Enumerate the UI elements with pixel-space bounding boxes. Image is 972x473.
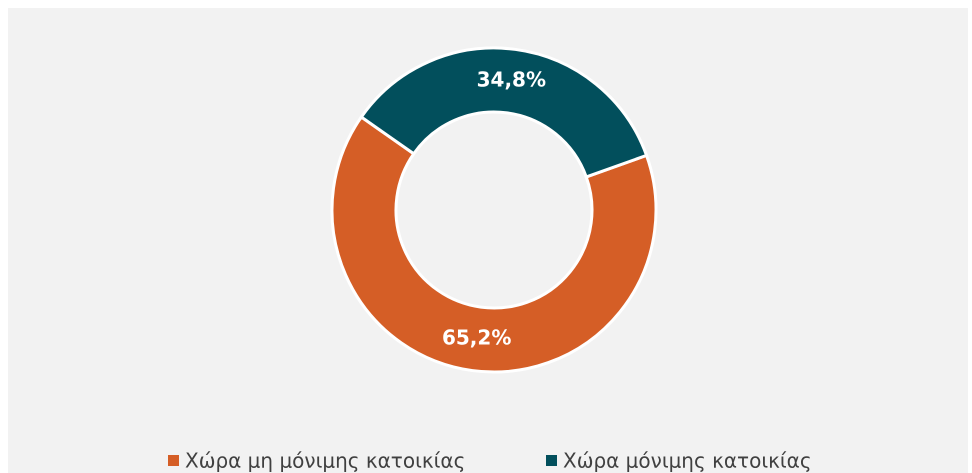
- legend-label: Χώρα μη μόνιμης κατοικίας: [185, 449, 465, 473]
- legend-label: Χώρα μόνιμης κατοικίας: [563, 449, 812, 473]
- slice: [330, 114, 658, 374]
- data-label: 65,2%: [442, 325, 511, 349]
- data-label: 34,8%: [477, 68, 546, 92]
- legend-swatch: [546, 455, 557, 466]
- legend-swatch: [168, 455, 179, 466]
- slice: [359, 46, 649, 179]
